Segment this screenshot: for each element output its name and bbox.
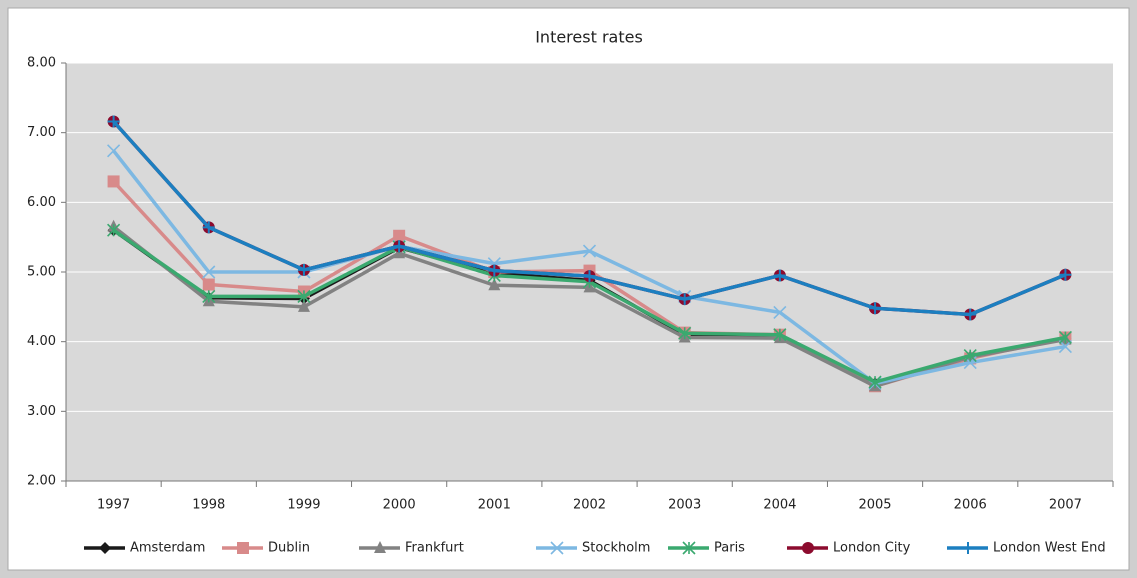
y-tick-label: 8.00 <box>27 56 56 71</box>
marker <box>107 144 121 158</box>
marker <box>107 115 120 128</box>
marker <box>107 223 121 237</box>
marker <box>773 305 787 319</box>
marker <box>202 278 215 291</box>
marker <box>678 293 691 306</box>
x-tick-label: 2005 <box>858 498 891 513</box>
legend-marker <box>550 541 564 555</box>
marker <box>1059 268 1072 281</box>
legend-marker <box>374 541 386 553</box>
legend-item: Amsterdam <box>84 541 205 556</box>
marker <box>582 244 597 258</box>
marker <box>297 299 310 312</box>
legend-label: Amsterdam <box>130 541 205 556</box>
marker <box>202 221 215 234</box>
x-tick-label: 2007 <box>1049 498 1082 513</box>
y-tick-label: 7.00 <box>27 125 56 140</box>
x-tick-label: 1998 <box>192 498 225 513</box>
legend-marker <box>237 542 249 554</box>
legend-item: Frankfurt <box>359 541 464 556</box>
legend-marker <box>99 542 111 554</box>
legend-label: London City <box>833 541 911 556</box>
marker <box>678 326 692 340</box>
y-tick-label: 4.00 <box>27 334 56 349</box>
x-tick-label: 1997 <box>97 498 130 513</box>
legend-label: Stockholm <box>582 541 650 556</box>
x-tick-label: 2004 <box>763 498 796 513</box>
marker <box>488 278 501 291</box>
marker <box>963 349 977 363</box>
x-tick-label: 2003 <box>668 498 701 513</box>
marker <box>869 302 882 315</box>
x-tick-label: 2002 <box>573 498 606 513</box>
x-tick-label: 2000 <box>383 498 416 513</box>
y-tick-label: 2.00 <box>27 474 56 489</box>
marker <box>202 265 216 279</box>
marker <box>107 175 120 188</box>
chart-title: Interest rates <box>535 28 643 47</box>
legend-label: Paris <box>714 541 745 556</box>
marker <box>393 240 406 253</box>
marker <box>773 328 787 342</box>
marker <box>964 308 977 321</box>
marker <box>393 229 406 242</box>
y-tick-label: 3.00 <box>27 404 56 419</box>
y-tick-label: 6.00 <box>27 195 56 210</box>
marker <box>488 264 501 277</box>
legend-label: Dublin <box>268 541 310 556</box>
y-tick-label: 5.00 <box>27 265 56 280</box>
marker <box>297 263 310 276</box>
legend-item: Stockholm <box>536 541 650 556</box>
legend-item: Paris <box>668 541 745 556</box>
legend-marker <box>802 542 814 554</box>
marker <box>583 270 596 283</box>
legend-marker <box>962 542 974 554</box>
marker <box>1058 330 1072 345</box>
marker <box>202 289 216 303</box>
legend-label: London West End <box>993 541 1106 556</box>
legend-item: London West End <box>947 541 1106 556</box>
marker <box>868 375 882 389</box>
legend-item: Dublin <box>222 541 310 556</box>
legend-label: Frankfurt <box>405 541 464 556</box>
marker <box>297 289 311 303</box>
marker <box>773 269 786 282</box>
x-tick-label: 2006 <box>954 498 987 513</box>
x-tick-label: 2001 <box>478 498 511 513</box>
legend-item: London City <box>787 541 911 556</box>
x-tick-label: 1999 <box>287 498 320 513</box>
legend-marker <box>682 541 696 555</box>
